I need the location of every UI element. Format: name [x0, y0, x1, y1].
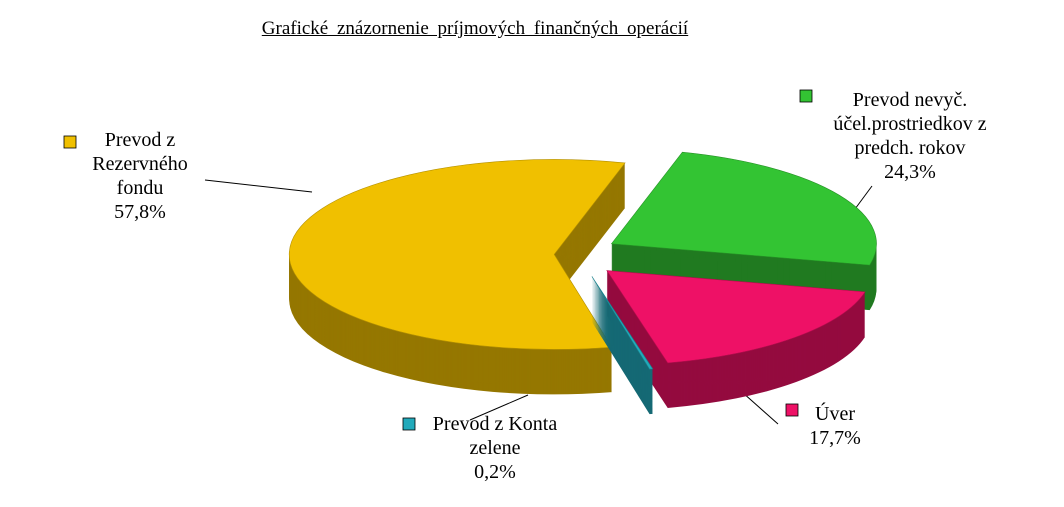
slice-label: Prevod z Rezervného fondu 57,8% — [70, 128, 210, 224]
leader-line — [204, 179, 313, 193]
category-label: Prevod nevyč. účel.prostriedkov z predch… — [833, 89, 987, 159]
category-label: Prevod z Konta zelene — [432, 413, 558, 459]
category-label: Prevod z Rezervného fondu — [92, 129, 188, 199]
value-label: 24,3% — [884, 161, 936, 183]
slice — [610, 151, 877, 266]
slice-label: Prevod nevyč. účel.prostriedkov z predch… — [820, 88, 1000, 184]
slice — [288, 159, 626, 350]
slice — [606, 270, 866, 364]
chart-title: Grafické znázornenie príjmových finančný… — [261, 18, 689, 39]
value-label: 0,2% — [474, 461, 516, 483]
slice-label: Prevod z Konta zelene 0,2% — [420, 412, 570, 484]
slice — [591, 276, 654, 370]
legend-marker — [63, 135, 77, 149]
value-label: 17,7% — [809, 427, 861, 449]
value-label: 57,8% — [114, 201, 166, 223]
legend-marker — [799, 89, 813, 103]
legend-marker — [785, 403, 799, 417]
slice-label: Úver 17,7% — [790, 402, 880, 450]
leader-line — [741, 391, 779, 425]
legend-marker — [402, 417, 416, 431]
category-label: Úver — [815, 403, 855, 425]
leader-line — [469, 394, 529, 421]
